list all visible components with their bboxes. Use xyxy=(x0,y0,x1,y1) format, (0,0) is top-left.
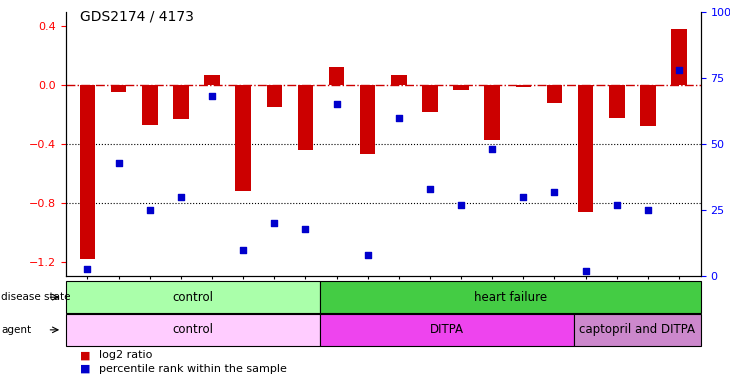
Text: disease state: disease state xyxy=(1,292,71,302)
Bar xyxy=(80,85,96,259)
Point xyxy=(112,159,124,166)
Text: ■: ■ xyxy=(80,350,91,360)
Bar xyxy=(173,85,188,119)
Point xyxy=(580,268,591,274)
Point xyxy=(456,202,467,208)
Bar xyxy=(640,85,656,126)
Bar xyxy=(111,85,126,93)
Point xyxy=(393,114,404,121)
Point xyxy=(269,220,280,227)
Bar xyxy=(574,314,701,346)
Bar xyxy=(298,85,313,150)
Text: percentile rank within the sample: percentile rank within the sample xyxy=(99,364,286,374)
Point xyxy=(237,247,249,253)
Text: ■: ■ xyxy=(80,364,91,374)
Bar xyxy=(142,85,158,125)
Bar xyxy=(328,68,345,85)
Text: GDS2174 / 4173: GDS2174 / 4173 xyxy=(80,10,194,23)
Point xyxy=(642,207,653,214)
Point xyxy=(299,226,311,232)
Bar xyxy=(360,85,375,154)
Text: captopril and DITPA: captopril and DITPA xyxy=(580,323,695,336)
Text: agent: agent xyxy=(1,325,31,335)
Point xyxy=(82,265,93,271)
Text: DITPA: DITPA xyxy=(430,323,464,336)
Point xyxy=(206,93,218,99)
Bar xyxy=(515,85,531,86)
Point xyxy=(611,202,623,208)
Bar xyxy=(235,85,251,191)
Point xyxy=(362,252,374,258)
Point xyxy=(486,146,498,152)
Bar xyxy=(204,75,220,85)
Bar xyxy=(547,85,562,103)
Bar xyxy=(485,85,500,139)
Bar xyxy=(578,85,593,212)
Text: control: control xyxy=(172,323,213,336)
Point xyxy=(331,101,342,107)
Bar xyxy=(391,75,407,85)
Bar xyxy=(320,314,574,346)
Bar xyxy=(66,314,320,346)
Bar xyxy=(266,85,282,107)
Text: control: control xyxy=(172,291,213,304)
Text: heart failure: heart failure xyxy=(474,291,547,304)
Bar xyxy=(453,85,469,89)
Point xyxy=(144,207,155,214)
Point xyxy=(424,186,436,192)
Bar xyxy=(609,85,625,118)
Text: log2 ratio: log2 ratio xyxy=(99,350,152,360)
Point xyxy=(673,67,685,73)
Bar xyxy=(320,281,701,313)
Point xyxy=(175,194,187,200)
Bar xyxy=(66,281,320,313)
Bar xyxy=(422,85,438,112)
Point xyxy=(518,194,529,200)
Bar xyxy=(671,29,687,85)
Point xyxy=(549,189,561,195)
